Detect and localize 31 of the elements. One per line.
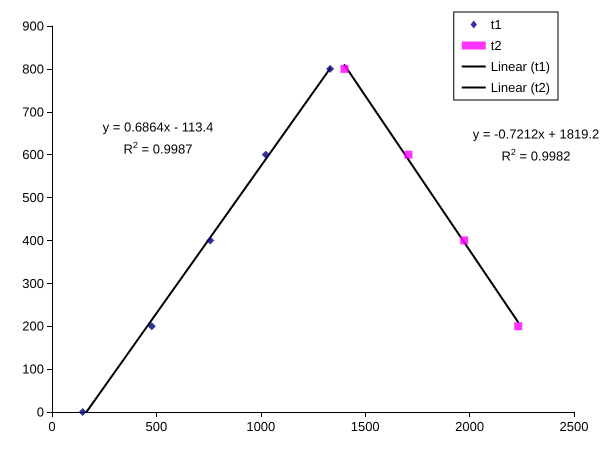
x-tick-label: 500 — [146, 419, 168, 434]
y-tick-label: 100 — [22, 362, 44, 377]
y-tick-label: 200 — [22, 318, 44, 334]
point — [460, 236, 468, 244]
y-tick-label: 900 — [22, 18, 44, 34]
y-tick-label: 0 — [36, 404, 44, 420]
point — [262, 150, 270, 159]
x-tick-label: 2500 — [560, 419, 588, 434]
point — [206, 236, 214, 244]
point — [78, 408, 87, 416]
y-tick-label: 600 — [22, 147, 44, 162]
y-tick-label: 700 — [22, 104, 44, 120]
legend-label: Linear (t1) — [490, 59, 550, 74]
point — [404, 150, 412, 159]
x-tick-label: 1000 — [246, 419, 276, 434]
y-tick-label: 400 — [22, 232, 44, 248]
annotation: y = -0.7212x + 1819.2 — [472, 126, 600, 142]
annotation: y = 0.6864x - 113.4 — [102, 120, 214, 134]
x-tick-label: 2000 — [455, 419, 484, 434]
point — [148, 322, 156, 330]
x-tick-label: 0 — [48, 419, 56, 434]
legend-label: t1 — [490, 17, 502, 32]
point — [326, 64, 334, 73]
y-tick-label: 300 — [22, 276, 44, 291]
y-tick-label: 500 — [22, 190, 44, 206]
legend-label: t2 — [490, 38, 502, 53]
point — [514, 322, 522, 330]
point — [340, 64, 349, 73]
x-tick-label: 1500 — [350, 419, 380, 434]
y-tick-label: 800 — [22, 61, 44, 76]
legend-label: Linear (t2) — [490, 80, 550, 95]
